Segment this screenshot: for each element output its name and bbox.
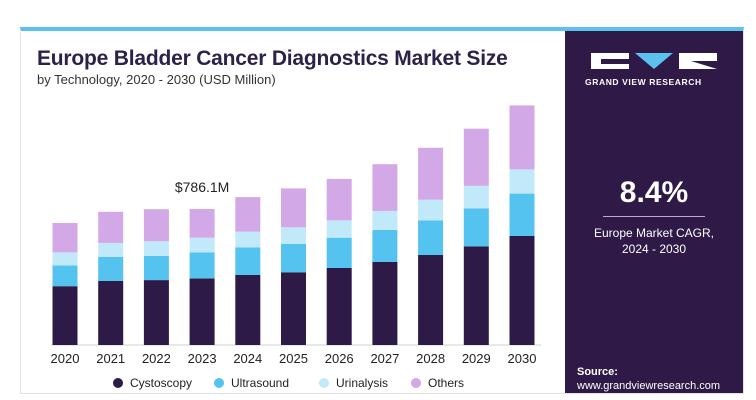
bar-segment-others-2025 <box>281 188 306 228</box>
x-tick-label: 2027 <box>370 351 399 366</box>
bar-segment-ultrasound-2030 <box>509 193 535 236</box>
bar-segment-ultrasound-2028 <box>418 220 444 255</box>
bar-segment-others-2029 <box>463 128 489 186</box>
divider <box>603 216 705 217</box>
bar-segment-others-2023 <box>189 209 215 238</box>
chart-area: Europe Bladder Cancer Diagnostics Market… <box>21 31 566 393</box>
report-card: Europe Bladder Cancer Diagnostics Market… <box>20 27 744 394</box>
bar-segment-cystoscopy-2025 <box>281 272 306 345</box>
source-link[interactable]: www.grandviewresearch.com <box>577 380 721 392</box>
summary-panel: GRAND VIEW RESEARCH 8.4% Europe Market C… <box>565 31 743 393</box>
bar-segment-urinalysis-2025 <box>281 227 306 244</box>
chart-subtitle: by Technology, 2020 - 2030 (USD Million) <box>37 72 276 87</box>
x-tick-label: 2030 <box>508 351 537 366</box>
x-tick-label: 2023 <box>188 351 217 366</box>
cagr-label: Europe Market CAGR, 2024 - 2030 <box>565 225 743 257</box>
bar-segment-cystoscopy-2027 <box>372 262 398 345</box>
bar-segment-cystoscopy-2030 <box>509 236 535 345</box>
x-tick-label: 2021 <box>96 351 125 366</box>
bar-segment-urinalysis-2024 <box>235 231 261 248</box>
bar-segment-urinalysis-2020 <box>52 252 78 266</box>
legend-marker-ultrasound <box>214 378 224 388</box>
bar-segment-others-2026 <box>326 178 352 221</box>
legend-label-others: Others <box>428 376 464 390</box>
bar-segment-urinalysis-2030 <box>509 169 535 194</box>
cagr-label-line-1: Europe Market CAGR, <box>593 226 715 240</box>
x-tick-label: 2020 <box>51 351 80 366</box>
bar-segment-cystoscopy-2022 <box>143 280 169 345</box>
brand-name: GRAND VIEW RESEARCH <box>585 77 702 87</box>
bar-segment-others-2020 <box>52 223 78 253</box>
bar-segment-urinalysis-2022 <box>143 241 169 256</box>
stacked-bar-chart: 2020 2021 2022 2023 2024 2025 2026 2027 2028 2029… <box>51 105 541 390</box>
chart-title: Europe Bladder Cancer Diagnostics Market… <box>37 47 508 70</box>
bar-segment-ultrasound-2021 <box>98 256 124 281</box>
legend-label-ultrasound: Ultrasound <box>231 376 289 390</box>
bar-segment-others-2022 <box>143 209 169 242</box>
bar-segment-others-2021 <box>98 211 124 243</box>
grand-view-research-logo <box>591 53 717 69</box>
bar-segment-others-2024 <box>235 197 261 232</box>
x-tick-label: 2029 <box>462 351 491 366</box>
bar-segment-urinalysis-2021 <box>98 242 124 257</box>
legend-label-cystoscopy: Cystoscopy <box>130 376 192 390</box>
bar-segment-ultrasound-2022 <box>143 255 169 281</box>
legend-marker-cystoscopy <box>113 378 123 388</box>
bar-segment-cystoscopy-2024 <box>235 274 261 345</box>
bar-segment-ultrasound-2026 <box>326 237 352 268</box>
bar-segment-ultrasound-2025 <box>281 243 306 273</box>
x-tick-label: 2026 <box>325 351 354 366</box>
bar-segment-others-2027 <box>372 164 398 211</box>
bar-segment-ultrasound-2024 <box>235 247 261 275</box>
bar-segment-cystoscopy-2026 <box>326 268 352 345</box>
bar-segment-urinalysis-2028 <box>418 199 444 221</box>
legend-marker-others <box>411 378 421 388</box>
cagr-label-line-2: 2024 - 2030 <box>621 242 687 256</box>
bar-segment-ultrasound-2023 <box>189 252 215 279</box>
bar-segment-urinalysis-2026 <box>326 220 352 238</box>
bar-segment-urinalysis-2027 <box>372 210 398 230</box>
x-tick-label: 2024 <box>233 351 262 366</box>
bar-segment-ultrasound-2029 <box>463 208 489 247</box>
bar-segment-cystoscopy-2028 <box>418 255 444 345</box>
bar-segment-others-2028 <box>418 147 444 200</box>
cagr-value: 8.4% <box>619 176 689 209</box>
legend-label-urinalysis: Urinalysis <box>336 376 388 390</box>
bar-segment-cystoscopy-2020 <box>52 286 78 345</box>
bar-segment-cystoscopy-2029 <box>463 246 489 345</box>
bar-segment-ultrasound-2027 <box>372 230 398 262</box>
legend-marker-urinalysis <box>319 378 329 388</box>
bar-segment-urinalysis-2029 <box>463 185 489 209</box>
bar-segment-others-2030 <box>509 105 535 170</box>
bar-segment-cystoscopy-2023 <box>189 278 215 345</box>
value-annotation: $786.1M <box>175 179 229 195</box>
bar-segment-cystoscopy-2021 <box>98 281 124 345</box>
bar-segment-urinalysis-2023 <box>189 237 215 253</box>
x-tick-label: 2022 <box>142 351 171 366</box>
source-label: Source: <box>577 366 618 378</box>
x-tick-label: 2025 <box>279 351 308 366</box>
bar-segment-ultrasound-2020 <box>52 265 78 287</box>
x-tick-label: 2028 <box>416 351 445 366</box>
